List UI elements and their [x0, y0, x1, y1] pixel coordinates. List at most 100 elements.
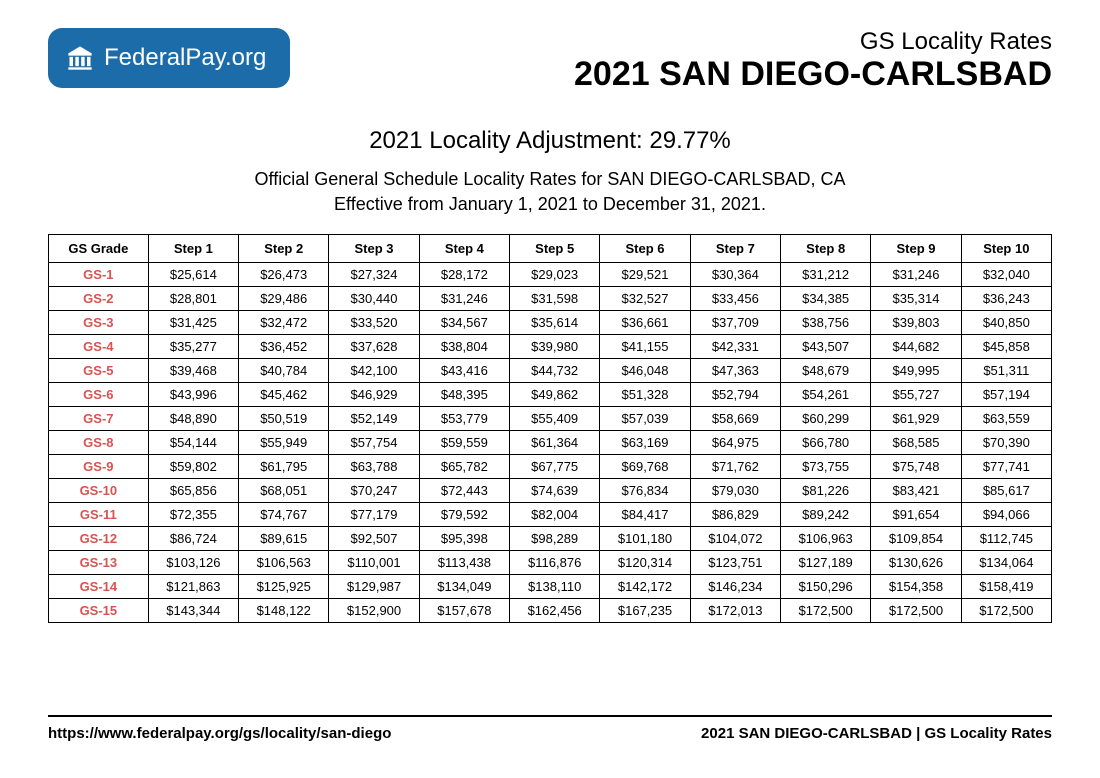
cell-value: $68,051 — [239, 478, 329, 502]
table-row: GS-3$31,425$32,472$33,520$34,567$35,614$… — [49, 310, 1052, 334]
cell-value: $84,417 — [600, 502, 690, 526]
cell-value: $86,829 — [690, 502, 780, 526]
cell-value: $43,996 — [148, 382, 238, 406]
cell-grade: GS-6 — [49, 382, 149, 406]
cell-value: $36,661 — [600, 310, 690, 334]
cell-value: $44,732 — [510, 358, 600, 382]
cell-value: $64,975 — [690, 430, 780, 454]
cell-value: $46,048 — [600, 358, 690, 382]
cell-value: $148,122 — [239, 598, 329, 622]
cell-value: $75,748 — [871, 454, 961, 478]
col-step: Step 6 — [600, 234, 690, 262]
col-step: Step 7 — [690, 234, 780, 262]
cell-value: $30,440 — [329, 286, 419, 310]
cell-value: $34,385 — [781, 286, 871, 310]
col-step: Step 1 — [148, 234, 238, 262]
title-subtitle: GS Locality Rates — [574, 28, 1052, 56]
cell-value: $63,559 — [961, 406, 1051, 430]
table-row: GS-13$103,126$106,563$110,001$113,438$11… — [49, 550, 1052, 574]
cell-value: $157,678 — [419, 598, 509, 622]
table-head: GS GradeStep 1Step 2Step 3Step 4Step 5St… — [49, 234, 1052, 262]
cell-value: $72,443 — [419, 478, 509, 502]
cell-value: $28,801 — [148, 286, 238, 310]
cell-value: $26,473 — [239, 262, 329, 286]
cell-value: $52,794 — [690, 382, 780, 406]
cell-value: $82,004 — [510, 502, 600, 526]
cell-value: $73,755 — [781, 454, 871, 478]
cell-value: $34,567 — [419, 310, 509, 334]
cell-value: $143,344 — [148, 598, 238, 622]
logo-text: FederalPay.org — [104, 44, 266, 72]
cell-value: $60,299 — [781, 406, 871, 430]
cell-grade: GS-5 — [49, 358, 149, 382]
table-row: GS-15$143,344$148,122$152,900$157,678$16… — [49, 598, 1052, 622]
cell-value: $71,762 — [690, 454, 780, 478]
cell-value: $77,741 — [961, 454, 1051, 478]
cell-value: $152,900 — [329, 598, 419, 622]
table-row: GS-12$86,724$89,615$92,507$95,398$98,289… — [49, 526, 1052, 550]
cell-value: $43,507 — [781, 334, 871, 358]
cell-value: $32,040 — [961, 262, 1051, 286]
cell-value: $57,194 — [961, 382, 1051, 406]
cell-value: $31,598 — [510, 286, 600, 310]
cell-value: $134,049 — [419, 574, 509, 598]
cell-value: $55,727 — [871, 382, 961, 406]
cell-grade: GS-14 — [49, 574, 149, 598]
cell-value: $37,628 — [329, 334, 419, 358]
table-body: GS-1$25,614$26,473$27,324$28,172$29,023$… — [49, 262, 1052, 622]
cell-value: $37,709 — [690, 310, 780, 334]
cell-value: $120,314 — [600, 550, 690, 574]
cell-value: $66,780 — [781, 430, 871, 454]
cell-grade: GS-2 — [49, 286, 149, 310]
cell-value: $110,001 — [329, 550, 419, 574]
cell-value: $106,563 — [239, 550, 329, 574]
cell-value: $142,172 — [600, 574, 690, 598]
cell-grade: GS-10 — [49, 478, 149, 502]
cell-value: $42,331 — [690, 334, 780, 358]
cell-value: $63,788 — [329, 454, 419, 478]
cell-value: $63,169 — [600, 430, 690, 454]
cell-value: $74,639 — [510, 478, 600, 502]
cell-value: $172,500 — [781, 598, 871, 622]
cell-grade: GS-1 — [49, 262, 149, 286]
cell-value: $158,419 — [961, 574, 1051, 598]
cell-grade: GS-11 — [49, 502, 149, 526]
bank-icon — [66, 44, 94, 72]
logo-badge: FederalPay.org — [48, 28, 290, 88]
cell-value: $95,398 — [419, 526, 509, 550]
cell-value: $121,863 — [148, 574, 238, 598]
cell-grade: GS-15 — [49, 598, 149, 622]
cell-value: $61,929 — [871, 406, 961, 430]
cell-value: $51,328 — [600, 382, 690, 406]
cell-value: $94,066 — [961, 502, 1051, 526]
cell-value: $39,980 — [510, 334, 600, 358]
cell-value: $48,890 — [148, 406, 238, 430]
cell-value: $127,189 — [781, 550, 871, 574]
table-row: GS-9$59,802$61,795$63,788$65,782$67,775$… — [49, 454, 1052, 478]
cell-value: $25,614 — [148, 262, 238, 286]
cell-value: $40,850 — [961, 310, 1051, 334]
cell-value: $72,355 — [148, 502, 238, 526]
cell-value: $70,390 — [961, 430, 1051, 454]
col-grade: GS Grade — [49, 234, 149, 262]
cell-value: $89,242 — [781, 502, 871, 526]
footer-right: 2021 SAN DIEGO-CARLSBAD | GS Locality Ra… — [701, 725, 1052, 742]
cell-value: $79,592 — [419, 502, 509, 526]
cell-value: $35,614 — [510, 310, 600, 334]
cell-value: $33,520 — [329, 310, 419, 334]
cell-value: $36,452 — [239, 334, 329, 358]
cell-value: $61,364 — [510, 430, 600, 454]
col-step: Step 10 — [961, 234, 1051, 262]
cell-value: $28,172 — [419, 262, 509, 286]
cell-grade: GS-7 — [49, 406, 149, 430]
table-row: GS-4$35,277$36,452$37,628$38,804$39,980$… — [49, 334, 1052, 358]
cell-value: $51,311 — [961, 358, 1051, 382]
cell-value: $83,421 — [871, 478, 961, 502]
col-step: Step 9 — [871, 234, 961, 262]
cell-value: $81,226 — [781, 478, 871, 502]
cell-value: $77,179 — [329, 502, 419, 526]
cell-value: $38,804 — [419, 334, 509, 358]
table-row: GS-5$39,468$40,784$42,100$43,416$44,732$… — [49, 358, 1052, 382]
title-block: GS Locality Rates 2021 SAN DIEGO-CARLSBA… — [574, 28, 1052, 93]
cell-grade: GS-3 — [49, 310, 149, 334]
